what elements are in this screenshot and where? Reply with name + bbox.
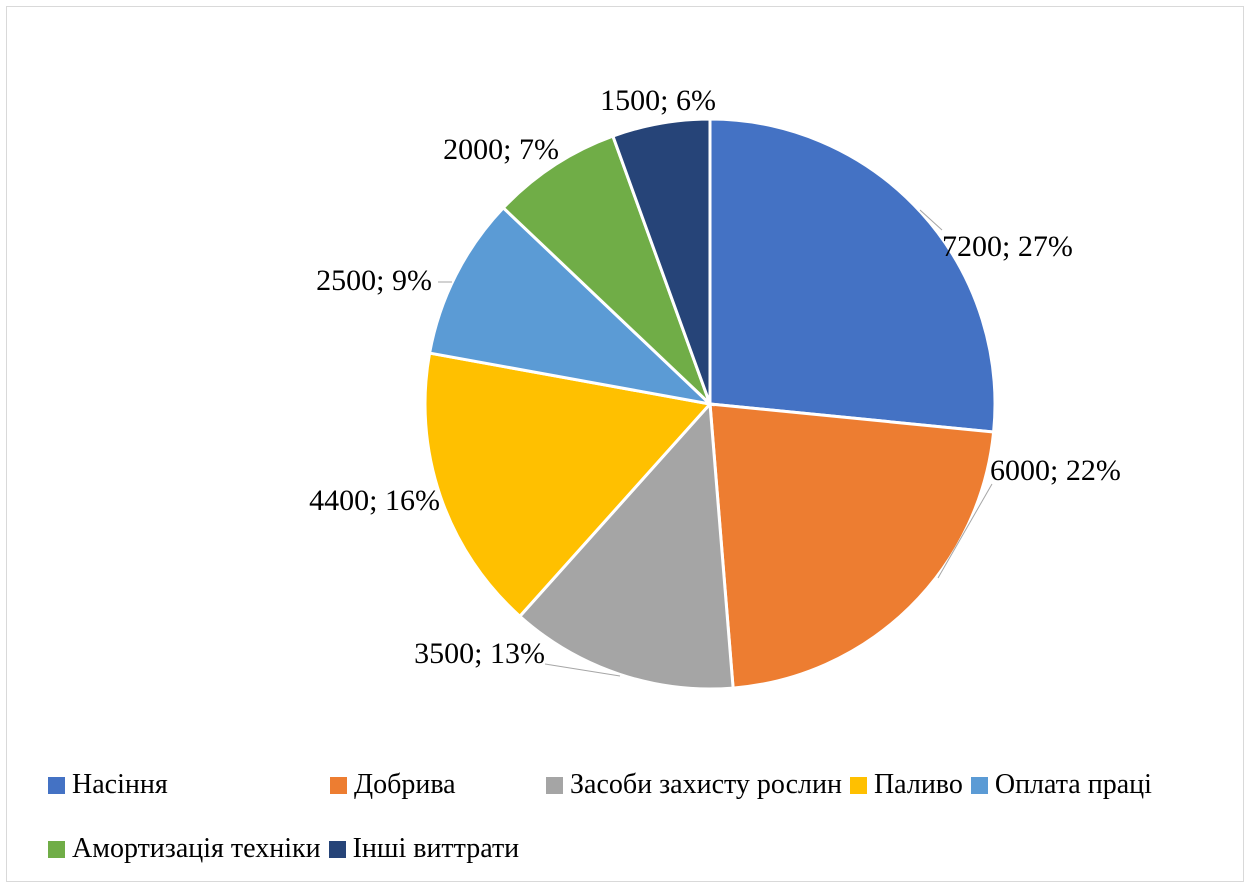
legend-label: Насіння [72, 769, 168, 800]
data-label: 4400; 16% [309, 484, 440, 517]
legend-swatch [849, 776, 867, 794]
pie-slice [427, 205, 715, 407]
legend-item: Інші виттрати [328, 833, 520, 865]
legend-swatch [546, 776, 563, 794]
legend-swatch [48, 840, 65, 858]
data-label: 6000; 22% [990, 454, 1121, 487]
legend-swatch [970, 776, 988, 794]
data-labels: 7200; 27% 6000; 22% 3500; 13% 4400; 16% 2500… [309, 84, 1121, 670]
data-label: 3500; 13% [414, 637, 545, 670]
legend-swatch [48, 776, 65, 794]
legend-item: Добрива [330, 769, 546, 801]
legend-item: Оплата праці [970, 769, 1152, 801]
pie-slice [708, 117, 997, 434]
legend-label: Оплата праці [994, 769, 1152, 800]
legend-item: Засоби захисту рослин [546, 769, 842, 801]
legend: Насіння Добрива Засоби захисту рослин Палив… [48, 768, 1228, 896]
legend-label: Амортизація техніки [72, 833, 321, 864]
legend-item: Паливо [849, 769, 963, 801]
leader-lines [438, 209, 993, 677]
legend-label: Добрива [354, 769, 456, 800]
data-label: 2000; 7% [443, 133, 559, 166]
leader-line [937, 483, 993, 579]
pie-slice [708, 402, 996, 690]
pie-slice [517, 400, 735, 691]
legend-label: Засоби захисту рослин [570, 769, 842, 800]
pie-slices [423, 117, 997, 691]
legend-row: Насіння Добрива Засоби захисту рослин Палив… [48, 768, 1228, 802]
pie-slice [423, 351, 713, 619]
data-label: 2500; 9% [316, 264, 432, 297]
legend-label: Паливо [873, 769, 963, 800]
pie-slice [610, 117, 712, 405]
data-label: 7200; 27% [942, 230, 1073, 263]
legend-swatch [330, 776, 347, 794]
pie-slice [501, 134, 712, 406]
legend-item: Насіння [48, 769, 330, 801]
leader-line [544, 663, 621, 677]
legend-row: Амортизація техніки Інші виттрати [48, 832, 1228, 866]
legend-item: Амортизація техніки [48, 833, 321, 865]
legend-swatch [328, 840, 346, 858]
leader-line [919, 209, 943, 231]
data-label: 1500; 6% [600, 84, 716, 117]
legend-label: Інші виттрати [352, 833, 520, 864]
